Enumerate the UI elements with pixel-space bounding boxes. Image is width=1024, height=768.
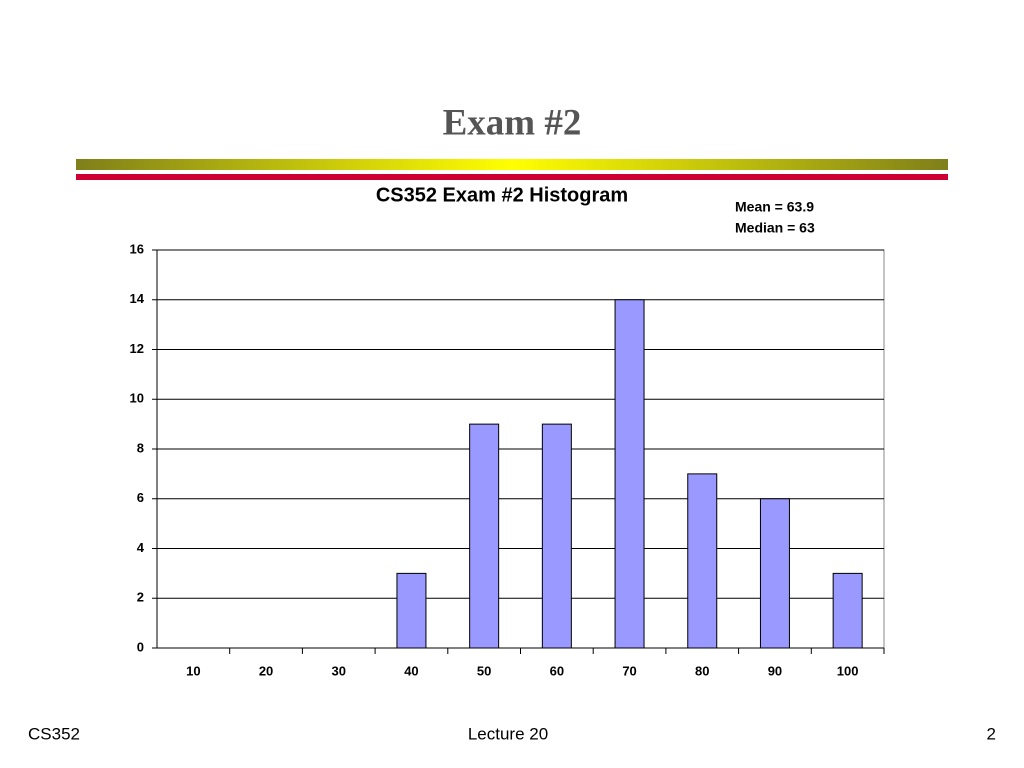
y-tick-label: 0 bbox=[137, 639, 144, 654]
slide-title: Exam #2 bbox=[443, 102, 582, 143]
y-tick-label: 14 bbox=[130, 291, 145, 306]
x-tick-label: 50 bbox=[477, 663, 491, 678]
y-tick-label: 8 bbox=[137, 440, 144, 455]
x-tick-label: 20 bbox=[259, 663, 273, 678]
x-tick-label: 10 bbox=[186, 663, 200, 678]
x-tick-label: 80 bbox=[695, 663, 709, 678]
x-tick-label: 30 bbox=[332, 663, 346, 678]
decor-line bbox=[76, 174, 948, 180]
x-tick-label: 70 bbox=[622, 663, 636, 678]
chart-title: CS352 Exam #2 Histogram bbox=[376, 184, 628, 206]
y-tick-label: 12 bbox=[130, 341, 144, 356]
bar bbox=[614, 299, 645, 649]
x-tick-label: 60 bbox=[550, 663, 564, 678]
y-tick-label: 4 bbox=[137, 540, 145, 555]
annotation: Mean = 63.9 bbox=[735, 199, 814, 215]
decor-band bbox=[76, 159, 948, 170]
y-tick-label: 6 bbox=[137, 490, 144, 505]
bar bbox=[759, 498, 790, 649]
y-tick-label: 16 bbox=[130, 241, 144, 256]
x-tick-label: 90 bbox=[768, 663, 782, 678]
x-tick-label: 40 bbox=[404, 663, 418, 678]
x-tick-label: 100 bbox=[837, 663, 859, 678]
footer-right: 2 bbox=[987, 724, 996, 743]
footer-left: CS352 bbox=[28, 724, 80, 743]
bar bbox=[832, 572, 863, 649]
y-tick-label: 2 bbox=[137, 590, 144, 605]
chart: 0 2 4 6 8 10 12 14 16 10 20 30 40 50 60 70 80 90 100 bbox=[130, 241, 885, 678]
y-tick-label: 10 bbox=[130, 391, 144, 406]
annotation: Median = 63 bbox=[735, 220, 815, 236]
bar bbox=[541, 423, 572, 649]
bar bbox=[396, 572, 427, 649]
bar bbox=[687, 473, 718, 649]
bar bbox=[469, 423, 500, 649]
footer-center: Lecture 20 bbox=[468, 724, 548, 743]
